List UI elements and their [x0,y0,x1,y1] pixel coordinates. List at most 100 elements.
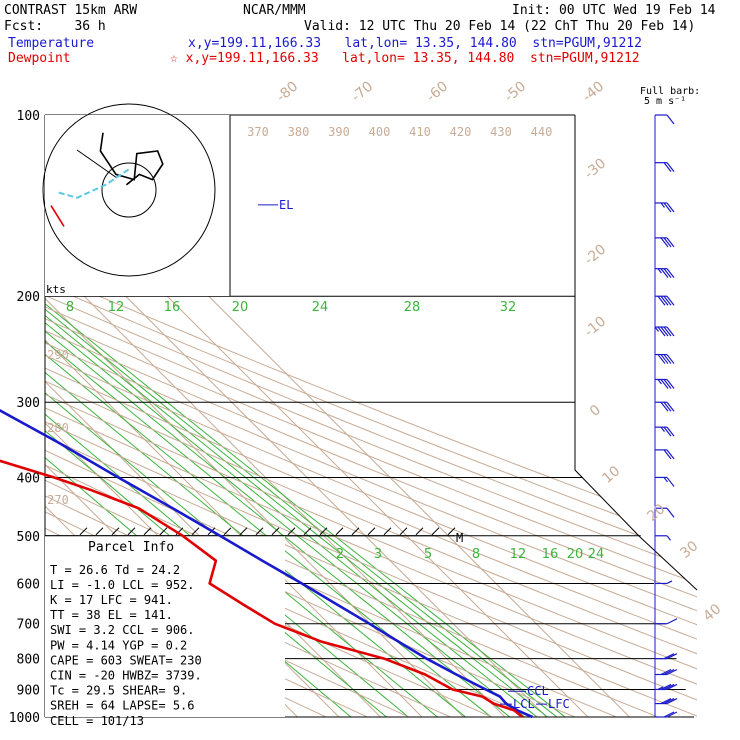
isotherm-label: 40 [700,601,724,625]
isotherm [45,115,547,717]
parcel-row: LI = -1.0 LCL = 952. [50,578,195,592]
wind-barb-flag [666,698,678,705]
pressure-tick-label: 700 [17,618,40,633]
wind-barb-half [663,477,668,483]
wind-barb-flag [663,354,672,364]
wind-barb-flag [660,698,672,705]
wind-barb-half [666,580,673,584]
dry-layer-hatch [351,527,360,536]
dry-layer-hatch [431,527,440,536]
wind-barb-half [654,326,659,332]
mixing-ratio-label: 2 [336,547,344,562]
wind-barb-flag [666,426,675,437]
parcel-row: TT = 38 EL = 141. [50,608,173,622]
parcel-panel [45,535,285,717]
wind-barb-flag [660,401,669,412]
wind-barb-flag [663,711,675,718]
isotherm-label: -40 [580,78,608,105]
dry-layer-hatch [127,527,136,536]
pressure-tick-label: 1000 [9,711,40,726]
parcel-row: CELL = 101/13 [50,714,144,728]
dry-layer-hatch [239,527,248,536]
mixing-ratio-label: 12 [510,547,527,562]
wind-barb-flag [660,237,669,248]
wind-barb-flag [657,354,666,364]
mixing-ratio-label: 28 [404,300,421,315]
wind-barb-flag [660,326,669,337]
plot-border [574,115,698,591]
wind-barb-flag [660,668,672,676]
dry-layer-hatch [399,527,408,536]
wind-barb-flag [666,354,675,364]
dry-layer-hatch [383,527,392,536]
wind-barb-flag [663,426,672,437]
temperature-location: x,y=199.11,166.33 lat,lon= 13.35, 144.80… [188,36,642,51]
theta-label: 290 [47,348,69,362]
parcel-row: PW = 4.14 YGP = 0.2 [50,638,187,652]
wind-barb-flag [666,683,678,690]
dewpoint-legend: Dewpoint [8,51,71,66]
hodograph-ring-inner [101,162,157,218]
forecast-hour: Fcst: 36 h [4,19,106,34]
dry-adiabat [45,115,697,717]
temperature-trace [0,409,533,719]
wind-barb-flag [663,668,675,676]
mixing-ratio-label: 24 [588,547,605,562]
wind-barb-flag [666,507,675,518]
wind-barb-half [666,535,671,541]
isotherm-label: -60 [424,78,452,105]
mixing-ratio-label: 12 [108,300,125,315]
isotherm-label: 0 [587,402,604,420]
wind-barb-flag [666,162,675,173]
pressure-tick-label: 200 [17,290,40,305]
dry-layer-hatch [287,527,296,536]
wind-barb-half [657,686,664,690]
mixing-ratio-label: 20 [232,300,249,315]
wind-barb-half [657,379,662,385]
isotherm [45,115,464,717]
wind-barb-flag [663,683,675,690]
wind-barb-flag [663,698,675,705]
dry-layer-hatch [95,527,104,536]
wind-barb-flag [660,379,669,389]
wind-barb-flag [663,401,672,412]
center-title: NCAR/MMM [243,3,306,18]
hodograph-wind-trace [99,132,164,186]
mixing-ratio-label: 3 [374,547,382,562]
dry-layer-hatch [367,527,376,536]
wind-barb-flag [663,295,672,306]
wind-barb-flag [666,668,678,676]
theta-label: 430 [490,125,512,139]
lfc-label: LFC [548,697,570,711]
wind-barb-flag [666,379,675,389]
wind-barb-flag [660,295,669,306]
wind-barb-flag [663,326,672,337]
isotherm [0,115,7,717]
mixing-ratio-label: 8 [66,300,74,315]
wind-barb-flag [666,653,678,660]
wind-barb-flag [663,379,672,389]
dry-adiabat [45,115,697,717]
mixing-ratio-label: 5 [424,547,432,562]
theta-label: 410 [409,125,431,139]
isotherm-label: -80 [274,78,302,105]
dry-layer-hatch [143,527,152,536]
dry-adiabat [45,115,697,717]
ccl-label: CCL [527,684,549,698]
dry-layer-hatch [319,527,328,536]
theta-label: 270 [47,493,69,507]
isotherm-label: -50 [502,78,530,105]
wind-barb-flag [663,268,672,279]
barb-unit: 5 m s⁻¹ [644,96,687,107]
dry-layer-hatch [159,527,168,536]
theta-label: 390 [328,125,350,139]
mixing-ratio-label: 16 [542,547,559,562]
dry-adiabat [45,115,697,717]
wind-barb-flag [666,618,678,625]
wind-barb-flag [666,326,675,337]
hodograph-panel [45,115,230,296]
wind-barb-flag [666,237,675,248]
isotherm-label: 20 [644,501,668,525]
dry-layer-hatch [255,527,264,536]
dry-layer-hatch [303,527,312,536]
